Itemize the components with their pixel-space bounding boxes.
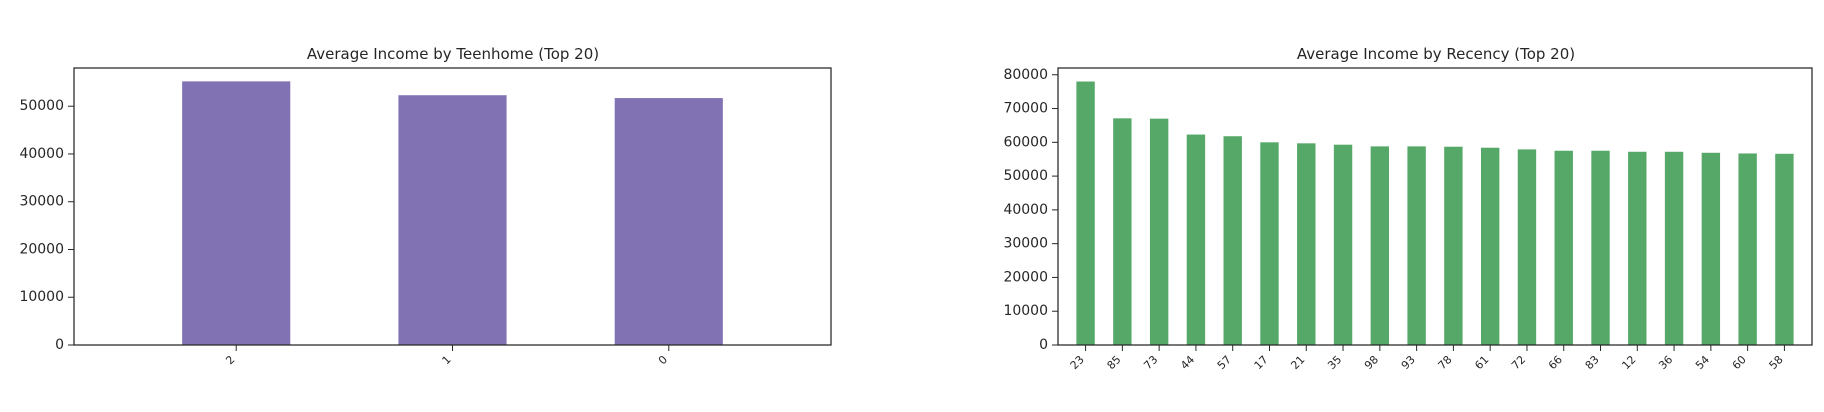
- bar-recency-23: [1076, 81, 1095, 345]
- bar-recency-83: [1591, 150, 1610, 345]
- bar-recency-58: [1775, 153, 1794, 345]
- y-tick-label-teenhome-50000: 50000: [19, 98, 64, 114]
- bar-recency-17: [1260, 142, 1279, 345]
- bar-recency-21: [1297, 143, 1316, 345]
- y-tick-label-recency-60000: 60000: [1003, 134, 1048, 150]
- chart-title-recency: Average Income by Recency (Top 20): [1297, 45, 1575, 63]
- x-tick-label-recency-44: 44: [1178, 353, 1197, 372]
- bar-recency-85: [1113, 118, 1132, 345]
- bar-recency-35: [1333, 144, 1353, 345]
- bar-recency-36: [1664, 151, 1684, 345]
- x-tick-label-recency-72: 72: [1509, 353, 1528, 372]
- plot-frame-recency: [1057, 67, 1813, 346]
- y-tick-label-recency-10000: 10000: [1003, 303, 1048, 319]
- x-tick-label-recency-93: 93: [1399, 353, 1418, 372]
- bars-recency: [1076, 81, 1794, 345]
- x-tick-label-recency-54: 54: [1693, 353, 1712, 372]
- y-axis-recency: 0 10000 20000 30000 40000 50000 60000 70000 8000…: [1003, 67, 1058, 353]
- x-tick-label-recency-12: 12: [1619, 353, 1638, 372]
- bars-teenhome: [182, 81, 723, 346]
- chart-title-teenhome: Average Income by Teenhome (Top 20): [307, 45, 599, 63]
- y-tick-label-teenhome-30000: 30000: [19, 194, 64, 210]
- x-tick-label-recency-66: 66: [1546, 353, 1565, 372]
- y-tick-label-recency-70000: 70000: [1003, 101, 1048, 117]
- bar-recency-61: [1480, 147, 1500, 345]
- x-axis-recency: 23 85 73 44 57 17 21 35 98 93 78 61 72 66 83 12 36 54 60 58: [1068, 345, 1786, 372]
- x-tick-label-teenhome-1: 1: [440, 353, 454, 367]
- x-tick-label-recency-21: 21: [1288, 353, 1307, 372]
- x-tick-label-teenhome-2: 2: [223, 353, 237, 367]
- y-tick-label-recency-50000: 50000: [1003, 168, 1048, 184]
- y-tick-label-teenhome-20000: 20000: [19, 241, 64, 257]
- y-tick-label-teenhome-0: 0: [55, 337, 64, 353]
- x-tick-label-recency-35: 35: [1325, 353, 1344, 372]
- bar-recency-66: [1554, 150, 1573, 345]
- x-tick-label-teenhome-0: 0: [656, 353, 670, 367]
- x-tick-label-recency-60: 60: [1730, 353, 1749, 372]
- bar-recency-93: [1407, 146, 1426, 345]
- x-tick-label-recency-85: 85: [1105, 353, 1124, 372]
- bar-recency-72: [1517, 149, 1537, 345]
- x-tick-label-recency-78: 78: [1436, 353, 1455, 372]
- bar-recency-78: [1444, 146, 1463, 345]
- y-axis-teenhome: 0 10000 20000 30000 40000 50000: [19, 98, 74, 353]
- bar-recency-60: [1738, 153, 1757, 345]
- x-tick-label-recency-23: 23: [1068, 353, 1087, 372]
- x-tick-label-recency-58: 58: [1767, 353, 1786, 372]
- y-tick-label-recency-30000: 30000: [1003, 236, 1048, 252]
- bar-recency-12: [1628, 151, 1647, 345]
- bar-recency-73: [1149, 118, 1169, 345]
- bar-teenhome-2: [182, 81, 291, 346]
- x-tick-label-recency-73: 73: [1141, 353, 1160, 372]
- y-tick-label-recency-20000: 20000: [1003, 269, 1048, 285]
- bar-teenhome-0: [614, 98, 723, 345]
- bar-recency-44: [1186, 134, 1206, 345]
- x-axis-teenhome: 2 1 0: [223, 345, 670, 367]
- y-tick-label-teenhome-10000: 10000: [19, 289, 64, 305]
- plot-frame-teenhome: [73, 67, 832, 346]
- y-tick-label-recency-40000: 40000: [1003, 202, 1048, 218]
- y-tick-label-recency-80000: 80000: [1003, 67, 1048, 83]
- x-tick-label-recency-61: 61: [1472, 353, 1491, 372]
- x-tick-label-recency-36: 36: [1656, 353, 1675, 372]
- bar-teenhome-1: [398, 95, 507, 345]
- y-tick-label-teenhome-40000: 40000: [19, 146, 64, 162]
- recency-income-chart: Average Income by Recency (Top 20) 0 1000…: [1003, 45, 1813, 372]
- bar-recency-57: [1223, 136, 1242, 345]
- bar-recency-54: [1701, 152, 1721, 345]
- x-tick-label-recency-17: 17: [1252, 353, 1271, 372]
- bar-recency-98: [1370, 146, 1390, 345]
- x-tick-label-recency-83: 83: [1583, 353, 1602, 372]
- y-tick-label-recency-0: 0: [1039, 337, 1048, 353]
- x-tick-label-recency-98: 98: [1362, 353, 1381, 372]
- teenhome-income-chart: Average Income by Teenhome (Top 20) 0100…: [19, 45, 832, 367]
- x-tick-label-recency-57: 57: [1215, 353, 1234, 372]
